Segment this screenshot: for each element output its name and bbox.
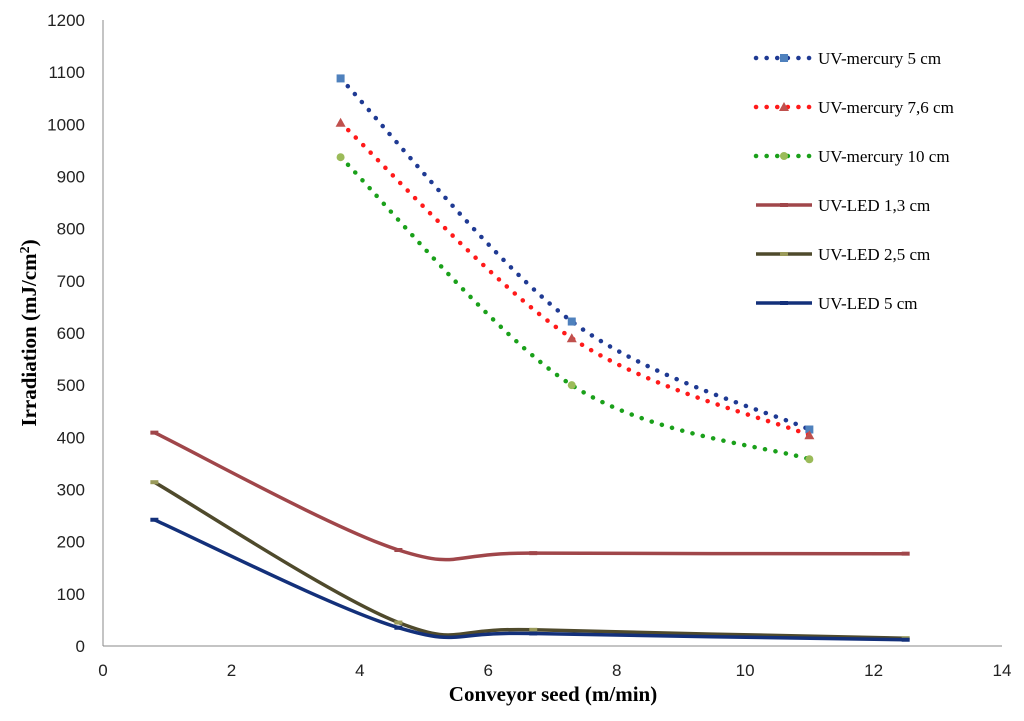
legend-marker	[780, 152, 788, 160]
data-point	[529, 631, 538, 636]
y-tick-label: 900	[57, 168, 85, 187]
series-line	[153, 518, 906, 642]
legend-marker	[780, 301, 788, 305]
x-tick-label: 6	[484, 661, 493, 680]
data-point	[566, 333, 577, 343]
data-point	[901, 551, 910, 556]
x-tick-label: 8	[612, 661, 621, 680]
x-tick-labels: 0 2 4 6 8 10 12 14	[98, 661, 1011, 680]
data-point	[529, 627, 538, 632]
y-axis-title-sup: 2	[18, 246, 33, 253]
legend-marker	[779, 102, 789, 111]
legend: UV-mercury 5 cm UV-mercury 7,6 cm UV-mercu…	[753, 49, 954, 313]
y-tick-label: 1200	[47, 11, 85, 30]
data-point	[805, 455, 814, 464]
legend-marker	[780, 203, 788, 207]
legend-label: UV-LED 1,3 cm	[818, 196, 930, 215]
data-point	[394, 625, 403, 630]
data-point	[336, 153, 345, 162]
data-point	[901, 637, 910, 642]
data-point	[150, 480, 159, 485]
data-point	[150, 430, 159, 435]
series-line	[153, 431, 906, 562]
y-tick-label: 300	[57, 481, 85, 500]
data-point	[804, 430, 815, 440]
x-tick-label: 2	[227, 661, 236, 680]
data-point	[394, 620, 403, 625]
y-tick-labels: 0 100 200 300 400 500 600 700 800 900 1000 1100 1200	[47, 11, 85, 656]
y-tick-label: 600	[57, 324, 85, 343]
data-point	[150, 517, 159, 522]
y-tick-label: 1100	[48, 63, 85, 82]
data-point	[567, 317, 576, 326]
legend-label: UV-mercury 7,6 cm	[818, 98, 954, 117]
y-axis-title-base: Irradiation (mJ/cm	[17, 253, 41, 427]
y-tick-label: 0	[76, 637, 85, 656]
y-tick-label: 200	[57, 533, 85, 552]
y-tick-label: 400	[57, 428, 85, 447]
legend-marker	[780, 252, 788, 256]
series-line	[338, 154, 812, 462]
data-point	[335, 117, 346, 127]
x-axis-title: Conveyor seed (m/min)	[449, 682, 657, 706]
y-axis-title-end: )	[17, 239, 41, 246]
data-point	[805, 425, 814, 434]
x-tick-label: 14	[993, 661, 1012, 680]
y-tick-label: 1000	[47, 115, 85, 134]
legend-marker	[780, 54, 788, 62]
y-tick-label: 800	[57, 220, 85, 239]
x-tick-label: 4	[355, 661, 364, 680]
y-tick-label: 500	[57, 376, 85, 395]
x-tick-label: 10	[736, 661, 755, 680]
data-point	[394, 548, 403, 553]
y-axis-title: Irradiation (mJ/cm2)	[17, 239, 41, 426]
data-point	[567, 381, 576, 390]
data-point	[529, 551, 538, 556]
series-line	[153, 480, 906, 640]
axes	[102, 20, 1002, 647]
legend-label: UV-LED 5 cm	[818, 294, 917, 313]
y-tick-label: 700	[57, 272, 85, 291]
legend-label: UV-LED 2,5 cm	[818, 245, 930, 264]
series-line	[338, 76, 812, 432]
x-tick-label: 0	[98, 661, 107, 680]
legend-label: UV-mercury 10 cm	[818, 147, 950, 166]
series-group	[150, 74, 910, 642]
y-tick-label: 100	[57, 585, 85, 604]
data-point	[336, 74, 345, 83]
legend-label: UV-mercury 5 cm	[818, 49, 941, 68]
x-tick-label: 12	[864, 661, 883, 680]
